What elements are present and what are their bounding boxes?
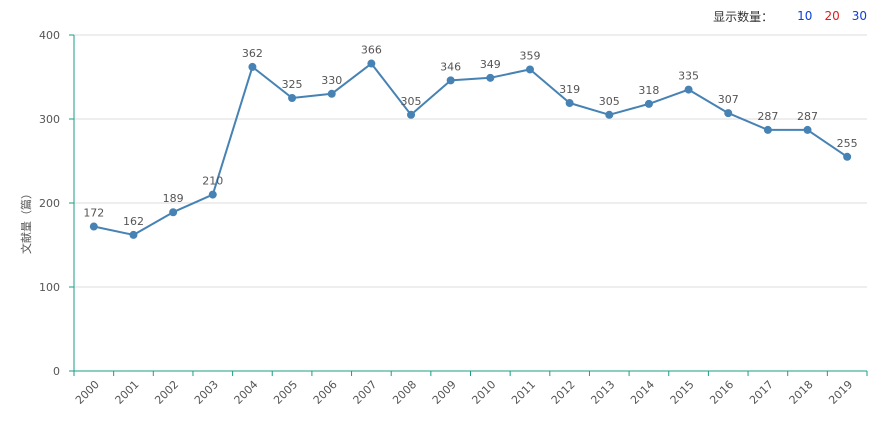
x-tick-label: 2014: [628, 378, 657, 407]
data-point[interactable]: [129, 230, 138, 239]
data-label: 349: [480, 58, 501, 71]
data-label: 307: [718, 93, 739, 106]
y-axis-title: 文献量（篇）: [19, 188, 33, 254]
data-label: 346: [440, 60, 461, 73]
data-point[interactable]: [803, 125, 812, 134]
data-label: 162: [123, 215, 144, 228]
y-tick-label: 300: [39, 113, 60, 126]
x-tick-label: 2005: [271, 378, 300, 407]
data-point[interactable]: [327, 89, 336, 98]
count-selector: 显示数量： 10 20 30: [713, 7, 867, 25]
x-tick-label: 2008: [390, 378, 419, 407]
data-label: 305: [599, 95, 620, 108]
data-label: 255: [837, 137, 858, 150]
data-point[interactable]: [724, 109, 733, 118]
data-point[interactable]: [169, 208, 178, 217]
data-label: 362: [242, 47, 263, 60]
data-point[interactable]: [446, 76, 455, 85]
data-point[interactable]: [288, 94, 297, 102]
x-tick-label: 2000: [73, 378, 102, 407]
data-points: [89, 59, 852, 239]
data-point[interactable]: [565, 99, 574, 108]
y-tick-label: 200: [39, 197, 60, 210]
count-option-10[interactable]: 10: [797, 9, 813, 23]
x-tick-label: 2013: [588, 378, 617, 407]
data-label: 287: [757, 110, 778, 123]
data-label: 287: [797, 110, 818, 123]
x-tick-label: 2016: [707, 378, 736, 407]
data-point[interactable]: [208, 190, 217, 199]
data-label: 359: [519, 49, 540, 62]
count-option-20[interactable]: 20: [824, 9, 840, 23]
count-selector-label: 显示数量：: [713, 9, 774, 24]
axes: [69, 34, 868, 376]
x-tick-label: 2010: [469, 378, 498, 407]
x-tick-label: 2002: [152, 378, 181, 407]
count-option-30[interactable]: 30: [851, 9, 867, 23]
data-point[interactable]: [843, 152, 852, 161]
x-tick-label: 2015: [668, 378, 697, 407]
x-tick-label: 2001: [113, 378, 142, 407]
x-tick-label: 2018: [787, 378, 816, 407]
x-tick-label: 2006: [311, 378, 340, 407]
data-point[interactable]: [486, 73, 495, 82]
x-tick-label: 2019: [826, 378, 855, 407]
x-tick-label: 2012: [549, 378, 578, 407]
data-label: 325: [282, 78, 303, 91]
data-label: 189: [163, 192, 184, 205]
data-point[interactable]: [89, 222, 98, 231]
data-label: 319: [559, 83, 580, 96]
data-point[interactable]: [644, 99, 653, 108]
data-point[interactable]: [525, 65, 534, 74]
data-point[interactable]: [605, 110, 614, 119]
data-label: 366: [361, 44, 382, 57]
x-tick-label: 2011: [509, 378, 538, 407]
x-tick-label: 2017: [747, 378, 776, 407]
x-tick-label: 2004: [232, 378, 261, 407]
y-tick-labels: 0 100 200 300 400: [39, 29, 60, 378]
data-point[interactable]: [407, 110, 416, 119]
grid-lines: [74, 34, 867, 288]
data-label: 318: [638, 84, 659, 97]
x-tick-label: 2009: [430, 378, 459, 407]
data-point[interactable]: [248, 62, 257, 71]
y-tick-label: 400: [39, 29, 60, 42]
y-tick-label: 100: [39, 281, 60, 294]
series-line-group: [93, 62, 848, 236]
data-point[interactable]: [684, 85, 693, 94]
data-point[interactable]: [763, 125, 772, 134]
x-tick-label: 2003: [192, 378, 221, 407]
data-labels: 172 162 189 210 362 325 330 366 305 346 349 359 319 3…: [83, 44, 857, 228]
x-tick-labels: 2000 2001 2002 2003 2004 2005 2006 2007 2008 2009…: [73, 378, 855, 407]
data-label: 305: [401, 95, 422, 108]
data-label: 335: [678, 70, 699, 83]
series-line: [93, 62, 848, 236]
data-point[interactable]: [367, 59, 376, 68]
x-tick-label: 2007: [351, 378, 380, 407]
data-label: 210: [202, 175, 223, 188]
data-label: 172: [83, 207, 104, 220]
data-label: 330: [321, 74, 342, 87]
y-tick-label: 0: [53, 365, 60, 378]
